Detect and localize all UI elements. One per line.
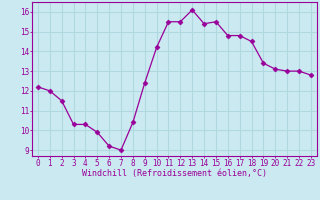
X-axis label: Windchill (Refroidissement éolien,°C): Windchill (Refroidissement éolien,°C): [82, 169, 267, 178]
